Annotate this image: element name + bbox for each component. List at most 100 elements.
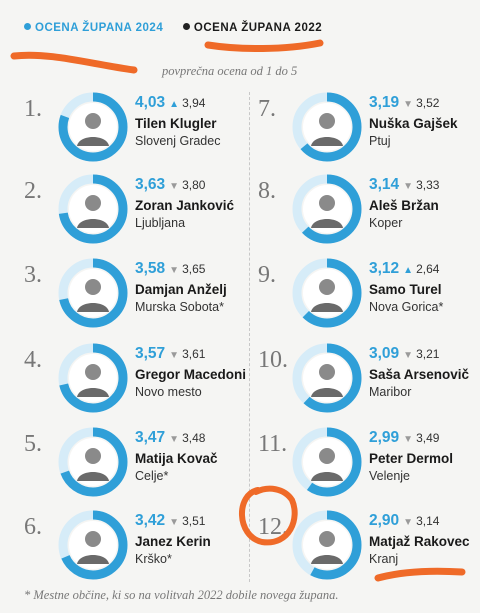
mayor-name: Tilen Klugler — [135, 116, 217, 131]
down-arrow-icon: ▼ — [169, 265, 180, 276]
score-line: 3,19 ▼ 3,52 — [369, 94, 458, 114]
municipality: Nova Gorica* — [369, 300, 444, 314]
mayor-name: Damjan Anželj — [135, 282, 227, 297]
donut-score-arc — [58, 258, 128, 328]
down-arrow-icon: ▼ — [169, 434, 180, 445]
score-2022: 3,21 — [416, 347, 440, 361]
score-donut — [292, 343, 362, 413]
mayor-entry: 2. 3,63 ▼ 3,80 Zoran Janković Ljubljana — [24, 172, 256, 252]
mayor-info: 3,12 ▲ 2,64 Samo Turel Nova Gorica* — [369, 260, 443, 316]
rank-number: 9. — [258, 262, 276, 288]
portrait-head — [319, 195, 335, 211]
rank-number: 1. — [24, 96, 42, 122]
down-arrow-icon: ▼ — [403, 350, 414, 361]
mayor-name: Matija Kovač — [135, 451, 218, 466]
portrait-head — [319, 531, 335, 547]
legend-dot-2024-icon — [24, 23, 31, 30]
score-2024: 2,90 — [369, 512, 400, 529]
legend-label-2022: OCENA ŽUPANA 2022 — [193, 22, 323, 34]
municipality: Velenje — [369, 469, 411, 483]
municipality: Murska Sobota* — [135, 300, 224, 314]
donut-score-arc — [292, 174, 362, 244]
score-donut — [58, 258, 128, 328]
score-2022: 3,14 — [416, 514, 440, 528]
legend-dot-2022-icon — [182, 23, 190, 30]
score-donut — [292, 258, 362, 328]
score-donut — [292, 427, 362, 497]
municipality: Ljubljana — [135, 216, 186, 230]
mayor-name: Zoran Janković — [135, 198, 235, 213]
down-arrow-icon: ▼ — [403, 99, 414, 110]
municipality: Novo mesto — [135, 385, 202, 399]
score-2022: 3,94 — [182, 96, 206, 110]
portrait-shoulders — [311, 472, 343, 481]
score-2022: 3,65 — [182, 262, 206, 276]
municipality: Koper — [369, 216, 403, 230]
mayor-name: Nuška Gajšek — [369, 116, 458, 131]
portrait-head — [319, 448, 335, 464]
mayor-entry: 8. 3,14 ▼ 3,33 Aleš Bržan Koper — [258, 172, 480, 252]
scale-note: povprečna ocena od 1 do 5 — [162, 64, 298, 78]
rank-number: 11. — [258, 431, 288, 457]
portrait-shoulders — [311, 555, 343, 564]
score-2022: 3,80 — [182, 178, 206, 192]
donut-score-arc — [292, 92, 362, 162]
rank-number: 3. — [24, 262, 42, 288]
score-2024: 4,03 — [135, 94, 166, 111]
mayor-name: Saša Arsenovič — [369, 367, 470, 382]
score-2024: 3,47 — [135, 429, 166, 446]
rank-number: 5. — [24, 431, 42, 457]
portrait-head — [85, 448, 101, 464]
column-divider — [249, 92, 251, 582]
mayor-name: Gregor Macedoni — [135, 367, 247, 382]
donut-score-arc — [292, 343, 362, 413]
donut-score-arc — [58, 427, 128, 497]
rank-number: 10. — [258, 347, 288, 373]
rank-number: 6. — [24, 514, 42, 540]
municipality: Slovenj Gradec — [135, 134, 221, 148]
rank-number: 2. — [24, 178, 42, 204]
score-line: 2,90 ▼ 3,14 — [369, 512, 470, 532]
mayor-name: Samo Turel — [369, 282, 442, 297]
down-arrow-icon: ▼ — [169, 181, 180, 192]
mayor-info: 2,90 ▼ 3,14 Matjaž Rakovec Kranj — [369, 512, 470, 568]
mayor-entry: 11. 2,99 ▼ 3,49 Peter Dermol Velenje — [258, 425, 480, 505]
down-arrow-icon: ▼ — [403, 434, 414, 445]
up-arrow-icon: ▲ — [169, 99, 180, 110]
score-line: 2,99 ▼ 3,49 — [369, 429, 453, 449]
mayor-info: 3,47 ▼ 3,48 Matija Kovač Celje* — [135, 429, 218, 485]
donut-score-arc — [58, 510, 128, 580]
mayor-info: 4,03 ▲ 3,94 Tilen Klugler Slovenj Gradec — [135, 94, 220, 150]
mayor-entry: 6. 3,42 ▼ 3,51 Janez Kerin Krško* — [24, 508, 256, 588]
score-donut — [292, 92, 362, 162]
donut-score-arc — [58, 343, 128, 413]
municipality: Krško* — [135, 552, 172, 566]
portrait-head — [319, 364, 335, 380]
score-2024: 3,63 — [135, 176, 166, 193]
mayor-entry: 9. 3,12 ▲ 2,64 Samo Turel Nova Gorica* — [258, 256, 480, 336]
municipality: Celje* — [135, 469, 169, 483]
score-2024: 2,99 — [369, 429, 400, 446]
mayor-info: 3,57 ▼ 3,61 Gregor Macedoni Novo mesto — [135, 345, 246, 401]
score-2022: 3,48 — [182, 431, 206, 445]
marker-stroke-legend-right — [204, 39, 324, 53]
portrait-head — [85, 364, 101, 380]
legend-item-2022: OCENA ŽUPANA 2022 — [182, 22, 323, 34]
score-donut — [58, 174, 128, 244]
mayor-entry: 3. 3,58 ▼ 3,65 Damjan Anželj Murska Sobota* — [24, 256, 256, 336]
score-line: 3,57 ▼ 3,61 — [135, 345, 246, 365]
portrait-shoulders — [77, 137, 109, 146]
mayor-info: 3,09 ▼ 3,21 Saša Arsenovič Maribor — [369, 345, 469, 401]
legend-label-2024: OCENA ŽUPANA 2024 — [35, 22, 164, 34]
score-donut — [292, 510, 362, 580]
footnote: * Mestne občine, ki so na volitvah 2022 … — [24, 588, 339, 602]
legend: OCENA ŽUPANA 2024 OCENA ŽUPANA 2022 — [24, 22, 338, 34]
mayor-entry: 7. 3,19 ▼ 3,52 Nuška Gajšek Ptuj — [258, 90, 480, 170]
score-2022: 3,52 — [416, 96, 440, 110]
score-2024: 3,58 — [135, 260, 166, 277]
rank-number: 4. — [24, 347, 42, 373]
score-line: 3,14 ▼ 3,33 — [369, 176, 439, 196]
up-arrow-icon: ▲ — [403, 265, 414, 276]
mayor-entry: 10. 3,09 ▼ 3,21 Saša Arsenovič Maribor — [258, 341, 480, 421]
rank-number: 12. — [258, 514, 288, 540]
